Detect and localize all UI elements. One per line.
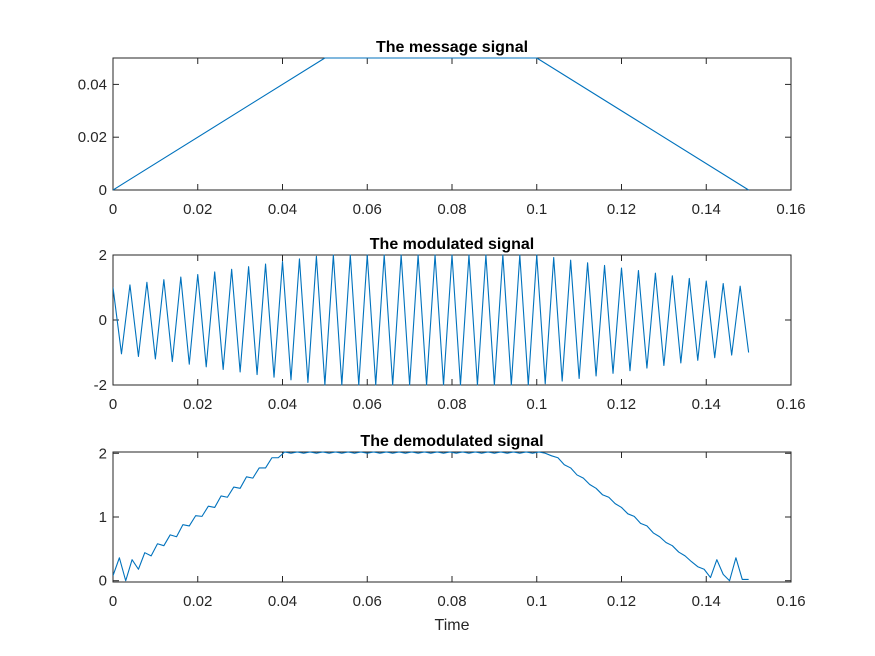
demodulated-signal-x-tick-label: 0.02 [183,593,212,610]
modulated-signal-y-tick-label: 2 [99,247,107,264]
message-signal-x-tick-label: 0.16 [776,201,805,218]
demodulated-signal-y-tick-label: 2 [99,445,107,462]
modulated-signal-x-tick-label: 0.1 [526,396,547,413]
demodulated-signal-x-tick-label: 0.1 [526,593,547,610]
message-signal-x-tick-label: 0.12 [607,201,636,218]
message-signal-title: The message signal [376,39,528,56]
demodulated-signal-x-tick-label: 0.04 [268,593,297,610]
modulated-signal-x-tick-label: 0.04 [268,396,297,413]
message-signal-plot: 0 0.02 0.04 0.06 0.08 0.1 0.12 0.14 0.16 0 0.02 0.0… [78,39,806,218]
message-signal-y-tick-label: 0 [99,182,107,199]
modulated-signal-x-tick-label: 0.16 [776,396,805,413]
message-signal-axes [112,57,792,191]
demodulated-signal-y-tick-label: 1 [99,509,107,526]
modulated-signal-x-tick-label: 0.02 [183,396,212,413]
message-signal-x-tick-label: 0.02 [183,201,212,218]
modulated-signal-series-line [113,254,750,386]
message-signal-series-line [113,57,749,191]
demodulated-signal-x-tick-label: 0.08 [437,593,466,610]
modulated-signal-x-tick-label: 0.14 [692,396,721,413]
modulated-signal-x-tick-label: 0 [109,396,117,413]
modulated-signal-y-tick-label: 0 [99,312,107,329]
modulated-signal-x-tick-label: 0.06 [353,396,382,413]
demodulated-signal-x-tick-label: 0.16 [776,593,805,610]
message-signal-y-tick-label: 0.04 [78,76,107,93]
message-signal-x-tick-label: 0.08 [437,201,466,218]
demodulated-signal-x-tick-label: 0.06 [353,593,382,610]
modulated-signal-plot: 0 0.02 0.04 0.06 0.08 0.1 0.12 0.14 0.16-202The … [94,236,806,413]
modulated-signal-x-tick-label: 0.08 [437,396,466,413]
modulated-signal-title: The modulated signal [370,236,534,253]
demodulated-signal-x-tick-label: 0.14 [692,593,721,610]
demodulated-signal-title: The demodulated signal [360,433,543,450]
demodulated-signal-axes [112,451,792,583]
message-signal-x-tick-label: 0.04 [268,201,297,218]
message-signal-x-tick-label: 0.14 [692,201,721,218]
message-signal-y-tick-label: 0.02 [78,129,107,146]
demodulated-signal-y-tick-label: 0 [99,573,107,590]
message-signal-x-tick-label: 0.06 [353,201,382,218]
demodulated-signal-x-axis-label: Time [435,617,470,634]
message-signal-x-tick-label: 0 [109,201,117,218]
demodulated-signal-x-tick-label: 0.12 [607,593,636,610]
demodulated-signal-series-line [113,451,749,582]
modulated-signal-y-tick-label: -2 [94,377,107,394]
message-signal-x-tick-label: 0.1 [526,201,547,218]
modulated-signal-x-tick-label: 0.12 [607,396,636,413]
demodulated-signal-plot: 0 0.02 0.04 0.06 0.08 0.1 0.12 0.14 0.16 0 1 2 The d… [99,433,806,634]
demodulated-signal-x-tick-label: 0 [109,593,117,610]
